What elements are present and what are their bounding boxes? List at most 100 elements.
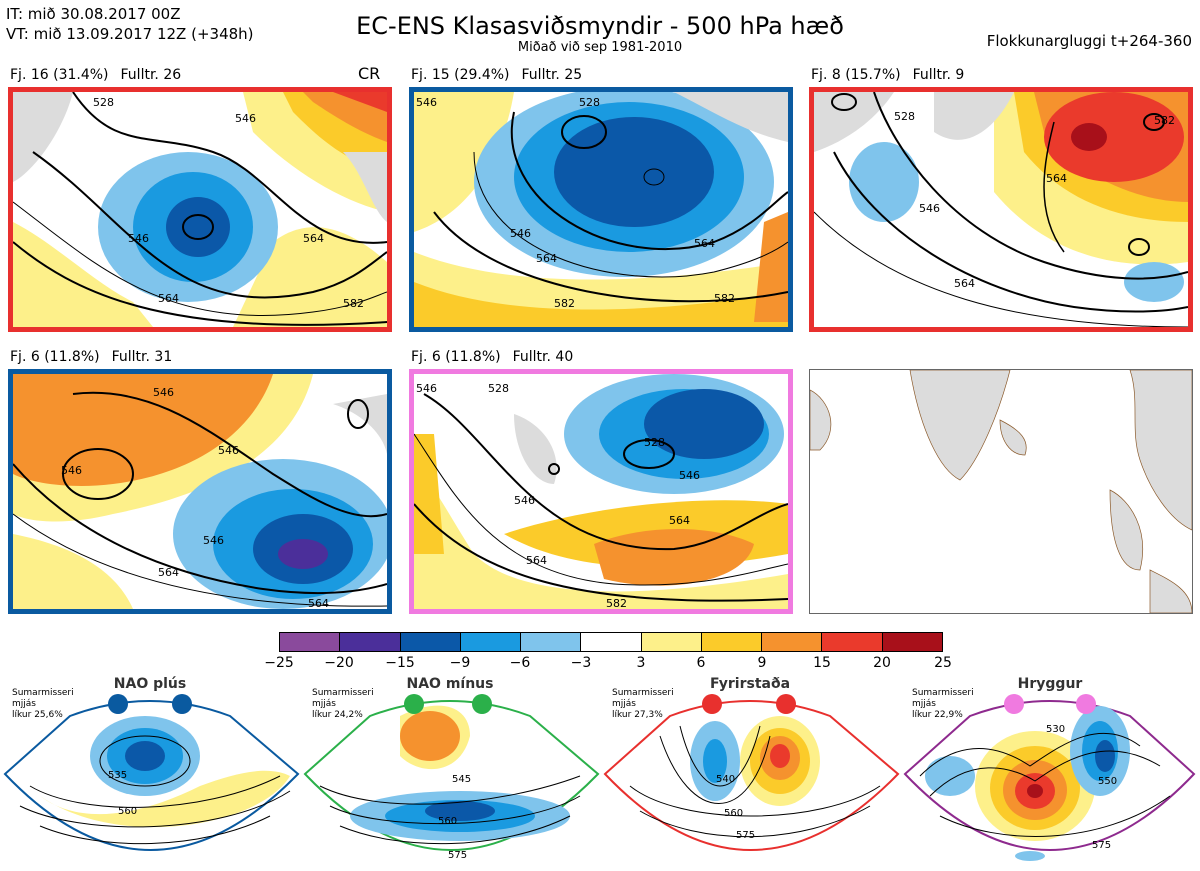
panel-2-contour-label: 546 [510, 227, 531, 240]
cluster-map-1: 546 546 564 564 528 582 [8, 87, 392, 332]
regime-2-season: Sumarmisseri [312, 688, 374, 698]
panel-3-contour-label: 546 [919, 202, 940, 215]
panel-2-contour-label: 582 [714, 292, 735, 305]
regime-4-dot [1076, 694, 1096, 714]
regime-4-note: Sumarmisseri mjjás líkur 22,9% [912, 688, 974, 721]
panel-5-contour-label: 564 [669, 514, 690, 527]
colorbar-tick: 3 [636, 655, 646, 671]
page-title: EC-ENS Klasasviðsmyndir - 500 hPa hæð [356, 12, 844, 40]
regime-3-dot [776, 694, 796, 714]
colorbar-tick: −20 [324, 655, 354, 671]
regime-3-contour-label: 540 [716, 774, 735, 785]
regime-4-dot [1004, 694, 1024, 714]
panel-4-contour-label: 546 [153, 386, 174, 399]
panel-2-label: Fj. 15 (29.4%) Fulltr. 25 [411, 67, 594, 83]
panel-5-contour-label: 546 [514, 494, 535, 507]
regime-1-probability: líkur 25,6% [12, 710, 63, 720]
panel-1-contour-label: 564 [158, 292, 179, 305]
colorbar-tick: 25 [934, 655, 952, 671]
valid-time: VT: mið 13.09.2017 12Z (+348h) [6, 25, 254, 43]
panel-4-count: Fj. 6 (11.8%) [10, 349, 100, 365]
panel-4-contour-label: 564 [158, 566, 179, 579]
colorbar-tick: −3 [570, 655, 592, 671]
panel-3-member: Fulltr. 9 [912, 67, 965, 83]
regime-4-contour-label: 575 [1092, 840, 1111, 851]
colorbar-tick: −9 [449, 655, 471, 671]
regime-4-months: mjjás [912, 699, 936, 709]
regime-nao-plus: 535 560 NAO plús Sumarmisseri mjjás líku… [0, 676, 300, 871]
reference-map [809, 369, 1193, 614]
panel-1-contour-label: 582 [343, 297, 364, 310]
panel-3-contour-label: 564 [954, 277, 975, 290]
colorbar-swatch [460, 633, 522, 651]
colorbar-tick: 9 [757, 655, 767, 671]
panel-5-count: Fj. 6 (11.8%) [411, 349, 501, 365]
colorbar-swatch [641, 633, 702, 651]
regime-4-contour-label: 530 [1046, 724, 1065, 735]
init-time: IT: mið 30.08.2017 00Z [6, 5, 181, 23]
regime-1-note: Sumarmisseri mjjás líkur 25,6% [12, 688, 74, 721]
regime-2-contour-label: 545 [452, 774, 471, 785]
cluster-map-5: 546 528 528 546 546 564 564 582 [409, 369, 793, 614]
regime-1-contour-label: 560 [118, 806, 137, 817]
regime-1-dot [172, 694, 192, 714]
panel-2-member: Fulltr. 25 [521, 67, 583, 83]
regime-3-months: mjjás [612, 699, 636, 709]
clustering-window: Flokkunargluggi t+264-360 [986, 32, 1192, 50]
colorbar-tick: −25 [264, 655, 294, 671]
regime-3-contour-label: 575 [736, 830, 755, 841]
regime-2-dot [472, 694, 492, 714]
regime-1-dot [108, 694, 128, 714]
panel-3-contour-label: 564 [1046, 172, 1067, 185]
panel-5-label: Fj. 6 (11.8%) Fulltr. 40 [411, 349, 585, 365]
panel-1-count: Fj. 16 (31.4%) [10, 67, 109, 83]
regime-2-note: Sumarmisseri mjjás líkur 24,2% [312, 688, 374, 721]
panel-5-contour-label: 546 [416, 382, 437, 395]
regime-ridge: 530 550 575 Hryggur Sumarmisseri mjjás l… [900, 676, 1200, 871]
regime-4-name: Hryggur [1017, 676, 1083, 692]
cluster-map-2: 546 528 546 564 564 582 582 [409, 87, 793, 332]
panel-5-contour-label: 528 [488, 382, 509, 395]
panel-2-contour-label: 528 [579, 96, 600, 109]
regime-4-probability: líkur 22,9% [912, 710, 963, 720]
regime-3-note: Sumarmisseri mjjás líkur 27,3% [612, 688, 674, 721]
panel-5-contour-label: 564 [526, 554, 547, 567]
colorbar-tick: −15 [385, 655, 415, 671]
regime-3-season: Sumarmisseri [612, 688, 674, 698]
regime-2-contour-label: 575 [448, 850, 467, 861]
regime-2-contour-label: 560 [438, 816, 457, 827]
panel-5-contour-label: 582 [606, 597, 627, 609]
colorbar-swatch [400, 633, 461, 651]
regime-1-name: NAO plús [113, 676, 187, 692]
cluster-map-4: 546 546 546 546 564 564 [8, 369, 392, 614]
anomaly-colorbar [279, 632, 943, 652]
panel-5-contour-label: 546 [679, 469, 700, 482]
regime-4-contour-label: 550 [1098, 776, 1117, 787]
colorbar-tick: 6 [696, 655, 706, 671]
regime-1-contour-label: 535 [108, 770, 127, 781]
panel-1-contour-label: 546 [235, 112, 256, 125]
regime-2-dot [404, 694, 424, 714]
regime-nao-minus: 545 560 575 NAO mínus Sumarmisseri mjjás… [300, 676, 600, 871]
panel-1-contour-label: 528 [93, 96, 114, 109]
panel-2-contour-label: 546 [416, 96, 437, 109]
regime-2-probability: líkur 24,2% [312, 710, 363, 720]
regime-1-season: Sumarmisseri [12, 688, 74, 698]
panel-1-contour-label: 564 [303, 232, 324, 245]
init-time-header: IT: mið 30.08.2017 00Z VT: mið 13.09.201… [6, 4, 254, 44]
panel-2-count: Fj. 15 (29.4%) [411, 67, 510, 83]
panel-5-member: Fulltr. 40 [512, 349, 574, 365]
colorbar-swatch [581, 633, 642, 651]
panel-1-contour-label: 546 [128, 232, 149, 245]
colorbar-swatch [340, 633, 401, 651]
page-subtitle: Miðað við sep 1981-2010 [517, 40, 683, 55]
colorbar-swatch [521, 633, 582, 651]
panel-4-contour-label: 546 [218, 444, 239, 457]
panel-4-contour-label: 546 [61, 464, 82, 477]
regime-4-season: Sumarmisseri [912, 688, 974, 698]
panel-1-label: Fj. 16 (31.4%) Fulltr. 26 [10, 67, 193, 83]
colorbar-tick: 15 [813, 655, 831, 671]
colorbar-tick: 20 [873, 655, 891, 671]
panel-2-contour-label: 582 [554, 297, 575, 310]
regime-3-name: Fyrirstaða [709, 676, 791, 692]
